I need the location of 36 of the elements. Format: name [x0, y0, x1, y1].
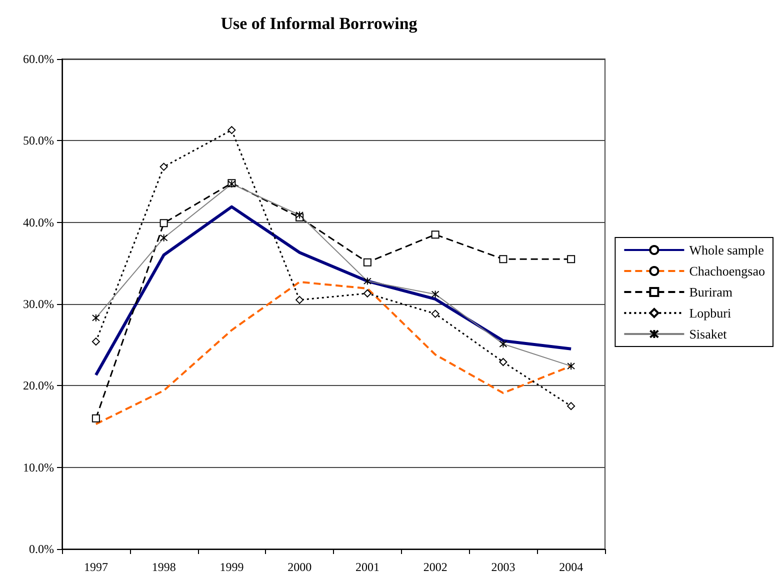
point — [363, 289, 372, 298]
chart-title: Use of Informal Borrowing — [220, 14, 418, 33]
x-tick-label: 2002 — [423, 560, 448, 574]
point — [160, 219, 168, 228]
y-tick-label: 30.0% — [23, 297, 54, 311]
y-tick-label: 50.0% — [23, 134, 54, 148]
x-tick-label: 1998 — [152, 560, 176, 574]
point — [228, 126, 236, 134]
point — [499, 255, 508, 264]
legend-label: Whole sample — [689, 242, 764, 258]
x-tick-label: 2001 — [355, 560, 380, 574]
point — [567, 402, 576, 410]
legend-label: Chachoengsao — [689, 264, 765, 278]
line-series — [94, 205, 573, 377]
x-tick-label: 2004 — [559, 560, 584, 574]
y-tick-label: 40.0% — [23, 215, 54, 230]
point — [92, 338, 100, 346]
x-tick-label: 2003 — [491, 560, 516, 574]
point — [431, 310, 440, 318]
y-tick-label: 10.0% — [23, 460, 54, 474]
x-tick-label: 1999 — [220, 560, 244, 574]
point — [363, 258, 372, 266]
point — [499, 358, 508, 366]
point — [431, 230, 440, 239]
legend-label: Buriram — [689, 284, 733, 300]
point — [160, 162, 168, 171]
y-tick-label: 60.0% — [23, 52, 54, 66]
legend-label: Lopburi — [689, 306, 732, 320]
point — [567, 255, 576, 264]
y-tick-label: 0.0% — [29, 542, 54, 556]
y-tick-label: 20.0% — [23, 378, 54, 393]
x-tick-label: 2000 — [288, 560, 312, 574]
point — [296, 296, 304, 304]
point — [92, 414, 100, 422]
legend-label: Sisaket — [689, 326, 728, 342]
x-tick-label: 1997 — [84, 560, 108, 574]
